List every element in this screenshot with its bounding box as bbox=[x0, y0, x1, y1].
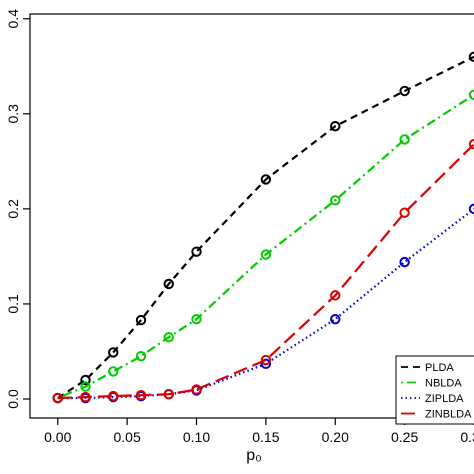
data-point bbox=[399, 85, 410, 97]
data-point bbox=[260, 354, 272, 366]
data-point bbox=[135, 389, 147, 401]
data-point bbox=[135, 314, 147, 326]
data-point bbox=[163, 389, 174, 400]
series-line bbox=[57, 143, 474, 400]
x-tick-label: 0.00 bbox=[44, 429, 71, 445]
x-tick-label: 0.05 bbox=[114, 429, 141, 445]
legend-label: ZINBLDA bbox=[425, 409, 472, 421]
y-tick-label: 0.0 bbox=[5, 389, 21, 409]
data-point bbox=[468, 89, 474, 100]
series-zinblda bbox=[52, 139, 474, 404]
y-tick-label: 0.2 bbox=[5, 199, 21, 219]
plot-area bbox=[29, 13, 474, 419]
legend: PLDA NBLDA ZIPLDA ZINBLDA bbox=[395, 355, 474, 425]
x-tick-label: 0.15 bbox=[252, 429, 279, 445]
data-point bbox=[108, 347, 119, 358]
series-line bbox=[57, 93, 474, 400]
y-tick-label: 0.1 bbox=[5, 294, 21, 314]
data-point bbox=[260, 174, 272, 185]
data-point bbox=[260, 249, 272, 260]
y-axis: 0.0 0.1 0.2 0.3 0.4 bbox=[5, 9, 30, 409]
data-point bbox=[191, 313, 202, 325]
data-point bbox=[80, 374, 91, 386]
series-line bbox=[57, 55, 474, 399]
data-point bbox=[80, 381, 91, 392]
x-axis-label: p₀ bbox=[246, 447, 262, 464]
legend-label: NBLDA bbox=[425, 378, 462, 390]
data-point bbox=[191, 246, 202, 257]
legend-label: PLDA bbox=[425, 362, 454, 374]
data-point bbox=[399, 256, 410, 268]
data-point bbox=[260, 358, 272, 370]
legend-label: ZIPLDA bbox=[425, 393, 464, 405]
plot-frame bbox=[29, 13, 474, 419]
data-point bbox=[191, 384, 202, 395]
y-tick-label: 0.3 bbox=[5, 104, 21, 124]
data-point bbox=[80, 391, 91, 403]
data-point bbox=[108, 366, 119, 377]
data-point bbox=[330, 195, 341, 206]
data-point bbox=[52, 392, 63, 404]
y-tick-label: 0.4 bbox=[5, 9, 21, 29]
x-tick-label: 0.30 bbox=[460, 429, 474, 445]
data-point bbox=[399, 207, 410, 218]
data-point bbox=[330, 120, 341, 132]
x-tick-label: 0.10 bbox=[183, 429, 210, 445]
data-point bbox=[330, 313, 341, 325]
data-point bbox=[399, 134, 410, 145]
x-tick-label: 0.20 bbox=[322, 429, 349, 445]
data-point bbox=[108, 390, 119, 402]
data-point bbox=[468, 139, 474, 150]
series-plda bbox=[52, 51, 474, 404]
data-point bbox=[163, 278, 174, 290]
x-tick-label: 0.25 bbox=[391, 429, 418, 445]
data-point bbox=[330, 290, 341, 301]
data-point bbox=[163, 332, 174, 343]
data-point bbox=[135, 351, 147, 362]
